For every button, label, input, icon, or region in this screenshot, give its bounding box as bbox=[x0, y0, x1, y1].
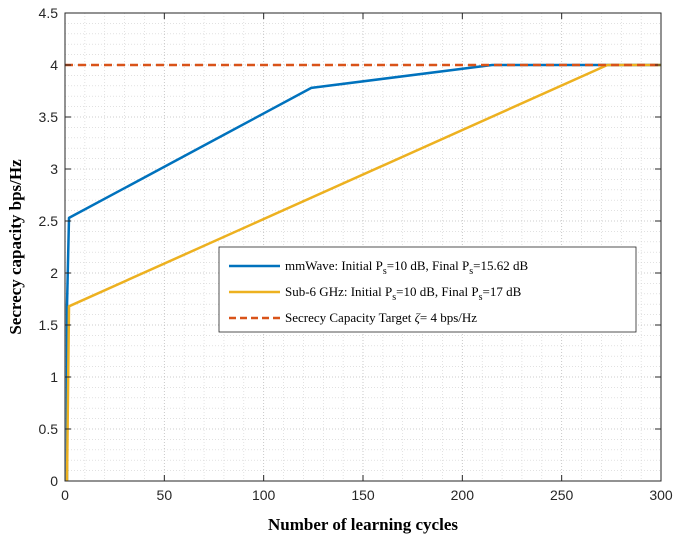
legend-entry-mmwave: mmWave: Initial Ps=10 dB, Final Ps=15.62… bbox=[229, 258, 529, 277]
x-tick-labels: 0 50 100 150 200 250 300 bbox=[61, 487, 673, 503]
legend-entry-sub6: Sub-6 GHz: Initial Ps=10 dB, Final Ps=17… bbox=[229, 284, 522, 303]
y-tick-label: 0 bbox=[50, 473, 58, 489]
y-axis-label: Secrecy capacity bps/Hz bbox=[6, 159, 25, 335]
major-grid bbox=[65, 13, 661, 481]
y-tick-label: 4 bbox=[50, 57, 58, 73]
y-tick-label: 0.5 bbox=[39, 421, 59, 437]
x-tick-label: 250 bbox=[550, 487, 574, 503]
y-tick-labels: 0 0.5 1 1.5 2 2.5 3 3.5 4 4.5 bbox=[39, 5, 59, 489]
y-tick-label: 2.5 bbox=[39, 213, 59, 229]
legend-entry-target: Secrecy Capacity Target ζ= 4 bps/Hz bbox=[229, 310, 477, 325]
y-tick-label: 4.5 bbox=[39, 5, 59, 21]
x-tick-label: 0 bbox=[61, 487, 69, 503]
y-tick-label: 2 bbox=[50, 265, 58, 281]
y-tick-label: 1 bbox=[50, 369, 58, 385]
y-tick-label: 1.5 bbox=[39, 317, 59, 333]
series-layer bbox=[65, 63, 661, 482]
y-tick-label: 3 bbox=[50, 161, 58, 177]
x-tick-label: 150 bbox=[351, 487, 375, 503]
y-tick-label: 3.5 bbox=[39, 109, 59, 125]
legend-label-mmwave: mmWave: Initial Ps=10 dB, Final Ps=15.62… bbox=[285, 258, 529, 277]
tick-marks bbox=[64, 12, 662, 482]
legend: mmWave: Initial Ps=10 dB, Final Ps=15.62… bbox=[218, 246, 637, 333]
x-tick-label: 50 bbox=[157, 487, 173, 503]
series-line-sub6 bbox=[65, 63, 661, 482]
legend-label-sub6: Sub-6 GHz: Initial Ps=10 dB, Final Ps=17… bbox=[285, 284, 522, 303]
x-axis-label: Number of learning cycles bbox=[268, 515, 458, 534]
x-tick-label: 300 bbox=[649, 487, 673, 503]
x-tick-label: 100 bbox=[252, 487, 276, 503]
legend-label-target: Secrecy Capacity Target ζ= 4 bps/Hz bbox=[285, 310, 477, 325]
x-tick-label: 200 bbox=[451, 487, 475, 503]
legend-box bbox=[218, 246, 637, 333]
